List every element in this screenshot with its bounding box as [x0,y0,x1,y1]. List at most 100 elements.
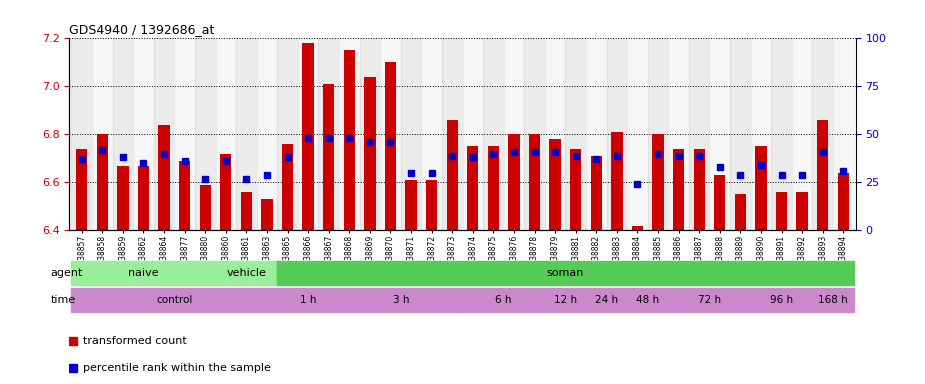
Bar [220,154,231,230]
Bar [586,38,607,230]
Bar [302,43,314,230]
Bar [652,134,664,230]
Text: 48 h: 48 h [636,295,660,305]
Bar [483,38,504,230]
Bar [76,149,87,230]
Bar [709,38,730,230]
Bar [343,50,355,230]
Text: control: control [156,295,192,305]
Bar [442,38,462,230]
Bar [833,38,854,230]
Bar [812,38,833,230]
Bar [426,180,438,230]
Bar [648,38,669,230]
Bar [133,38,154,230]
Bar [339,288,462,312]
Bar [323,84,334,230]
Bar [240,192,252,230]
Text: GDS4940 / 1392686_at: GDS4940 / 1392686_at [69,23,215,36]
Bar [92,38,113,230]
Text: soman: soman [547,268,584,278]
Bar [380,38,401,230]
Bar [792,38,812,230]
Bar [730,38,751,230]
Text: time: time [51,295,76,305]
Bar [360,38,380,230]
Bar [236,38,256,230]
Text: 72 h: 72 h [698,295,722,305]
Bar [462,38,483,230]
Text: agent: agent [51,268,83,278]
Bar [689,38,709,230]
Bar [591,156,602,230]
Bar [339,38,360,230]
Text: 3 h: 3 h [392,295,409,305]
Bar [504,38,524,230]
Bar [509,134,520,230]
Bar [771,38,792,230]
Bar [586,288,627,312]
Bar [673,149,684,230]
Bar [278,288,339,312]
Bar [179,161,191,230]
Bar [669,38,689,230]
Bar [714,175,725,230]
Bar [632,226,643,230]
Bar [796,192,808,230]
Bar [278,261,854,285]
Bar [298,38,318,230]
Bar [318,38,339,230]
Bar [200,185,211,230]
Bar [607,38,627,230]
Text: 24 h: 24 h [595,295,618,305]
Bar [627,288,669,312]
Bar [734,194,746,230]
Bar [812,288,854,312]
Bar [751,38,771,230]
Bar [838,173,849,230]
Bar [421,38,442,230]
Text: transformed count: transformed count [83,336,187,346]
Bar [751,288,812,312]
Bar [545,38,565,230]
Bar [529,134,540,230]
Bar [113,38,133,230]
Bar [611,132,623,230]
Bar [524,38,545,230]
Bar [694,149,705,230]
Bar [487,146,499,230]
Bar [447,120,458,230]
Bar [462,288,545,312]
Bar [216,38,236,230]
Text: 6 h: 6 h [496,295,512,305]
Bar [278,38,298,230]
Bar [261,199,273,230]
Bar [549,139,561,230]
Text: 168 h: 168 h [818,295,848,305]
Bar [756,146,767,230]
Bar [195,38,216,230]
Bar [71,261,216,285]
Bar [385,63,396,230]
Text: naive: naive [129,268,159,278]
Bar [174,38,195,230]
Bar [158,125,169,230]
Bar [216,261,278,285]
Text: 12 h: 12 h [554,295,577,305]
Bar [117,166,129,230]
Bar [405,180,416,230]
Bar [282,144,293,230]
Bar [138,166,149,230]
Text: vehicle: vehicle [227,268,266,278]
Bar [71,38,92,230]
Bar [256,38,278,230]
Bar [71,288,278,312]
Bar [96,134,108,230]
Bar [364,77,376,230]
Text: 1 h: 1 h [300,295,316,305]
Bar [669,288,751,312]
Bar [776,192,787,230]
Bar [570,149,582,230]
Bar [565,38,586,230]
Bar [401,38,421,230]
